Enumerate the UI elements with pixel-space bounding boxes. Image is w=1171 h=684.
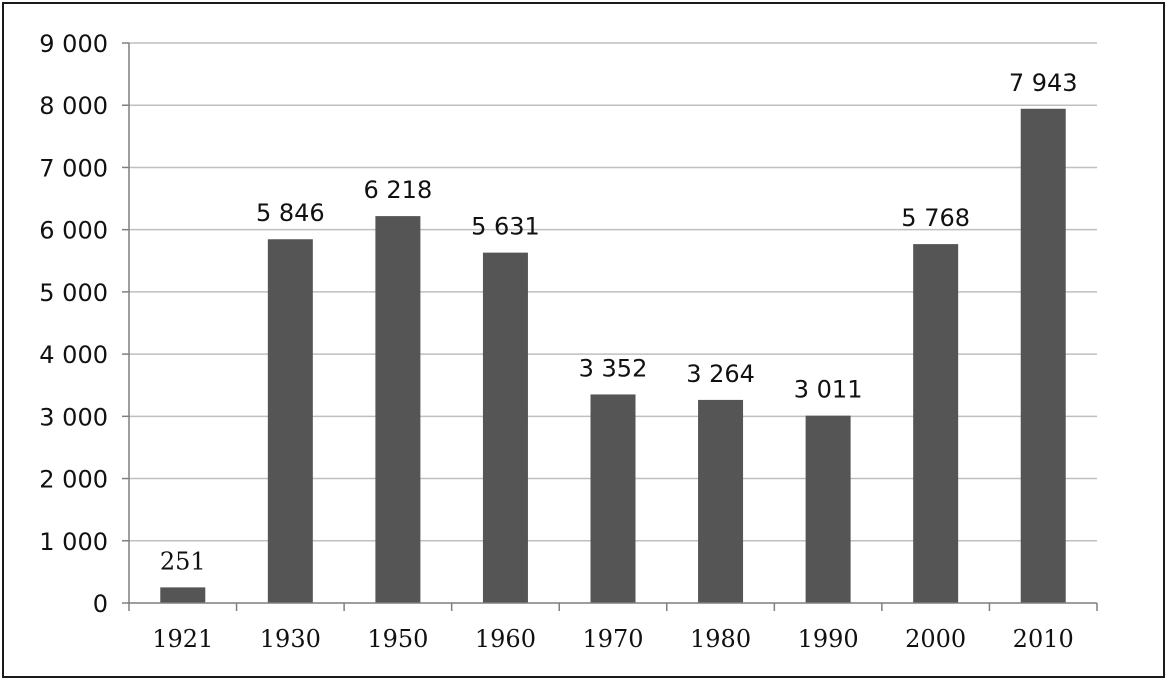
data-label-1970: 3 352: [579, 354, 648, 382]
x-tick-label: 1921: [152, 625, 213, 653]
bar-1960: [482, 252, 528, 604]
data-label-1930: 5 846: [256, 199, 325, 227]
bar-1980: [698, 399, 744, 603]
y-tick-label: 3 000: [39, 403, 108, 431]
x-tick-label: 1980: [690, 625, 751, 653]
x-tick-label: 1930: [260, 625, 321, 653]
bar-2000: [913, 244, 959, 603]
bar-1930: [267, 239, 313, 603]
data-label-1921: 251: [160, 547, 206, 575]
x-tick-label: 2000: [905, 625, 966, 653]
bar-1950: [375, 216, 421, 603]
data-label-1960: 5 631: [471, 213, 540, 241]
data-label-2010: 7 943: [1009, 69, 1078, 97]
x-tick-label: 1990: [798, 625, 859, 653]
data-label-1990: 3 011: [794, 376, 863, 404]
y-tick-label: 1 000: [39, 528, 108, 556]
bars: [160, 108, 1066, 604]
data-label-1980: 3 264: [686, 360, 755, 388]
x-tick-label: 2010: [1013, 625, 1074, 653]
y-tick-label: 5 000: [39, 279, 108, 307]
x-tick-label: 1960: [475, 625, 536, 653]
data-label-2000: 5 768: [901, 204, 970, 232]
y-tick-label: 6 000: [39, 217, 108, 245]
x-tick-label: 1970: [582, 625, 643, 653]
y-tick-label: 7 000: [39, 154, 108, 182]
y-tick-label: 2 000: [39, 466, 108, 494]
data-label-1950: 6 218: [364, 176, 433, 204]
labels: 0 1 000 2 000 3 000 4 000 5 000 6 000 7 000 8 00…: [39, 30, 1077, 653]
y-tick-label: 8 000: [39, 92, 108, 120]
y-tick-label: 4 000: [39, 341, 108, 369]
bar-1970: [590, 394, 636, 603]
bar-1921: [160, 587, 206, 603]
y-tick-label: 0: [93, 590, 108, 618]
bar-2010: [1020, 108, 1066, 603]
bar-1990: [805, 415, 851, 603]
x-tick-label: 1950: [367, 625, 428, 653]
axes: [122, 42, 1098, 611]
y-tick-label: 9 000: [39, 30, 108, 58]
